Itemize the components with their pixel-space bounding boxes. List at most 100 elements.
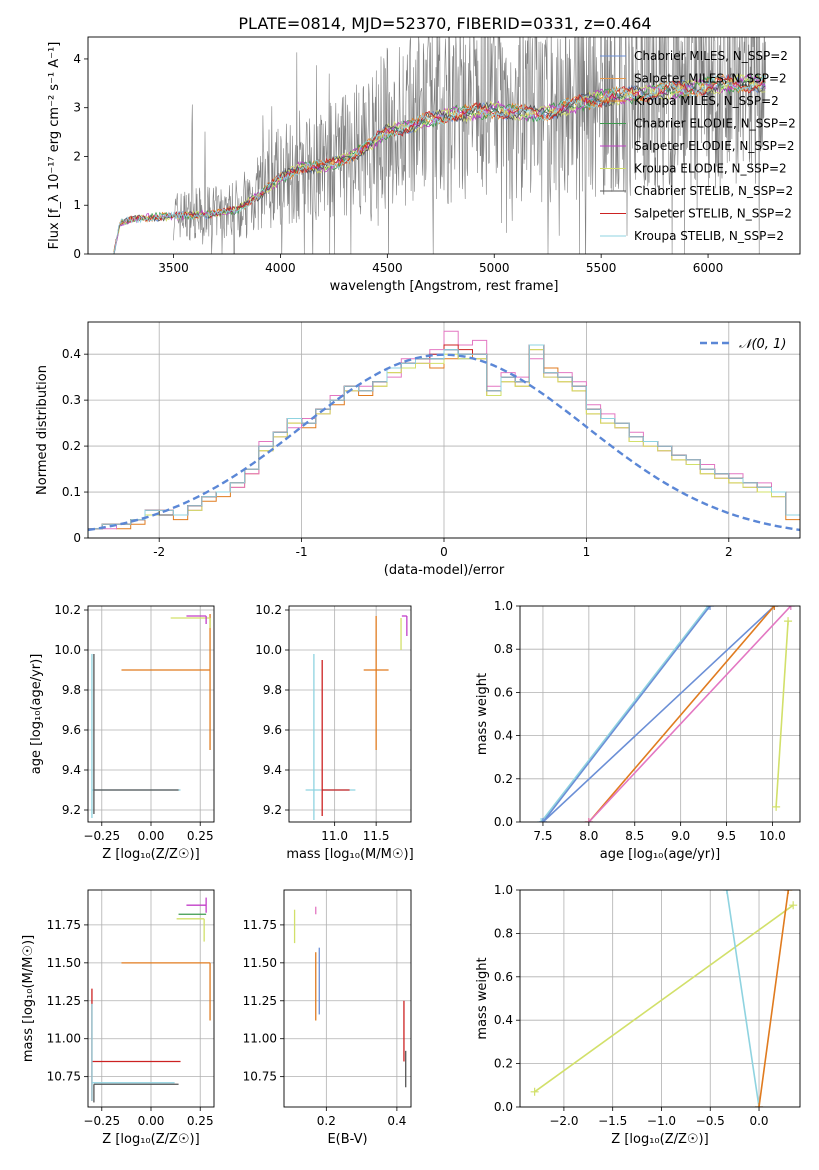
weight-marker — [786, 606, 795, 610]
x-tick-label: 5000 — [479, 261, 510, 275]
y-tick-label: 0.0 — [494, 815, 513, 829]
x-tick-label: 2 — [725, 545, 733, 559]
plot-area — [537, 606, 795, 822]
y-tick-label: 0.4 — [62, 347, 81, 361]
y-tick-label: 0.0 — [494, 1100, 513, 1114]
x-tick-label: 4000 — [265, 261, 296, 275]
weight-line — [540, 606, 709, 822]
x-tick-label: -1 — [296, 545, 308, 559]
weight-vs-metallicity-panel: −2.0 −1.5 −1.0 −0.5 0.0 0.0 0.2 0.4 0.6 0.8 1.0 Z [… — [475, 883, 801, 1147]
axes-frame — [87, 321, 801, 539]
y-tick-label: 11.50 — [47, 956, 81, 970]
y-tick-label: 10.2 — [54, 603, 81, 617]
weight-marker — [722, 890, 731, 894]
y-tick-label: 0.8 — [494, 926, 513, 940]
y-tick-label: 10.75 — [243, 1070, 277, 1084]
x-axis-label: (data-model)/error — [384, 563, 505, 578]
x-axis-label: age [log₁₀(age/yr)] — [600, 847, 721, 862]
y-tick-label: 11.00 — [47, 1032, 81, 1046]
x-tick-label: 1 — [583, 545, 591, 559]
weight-line — [726, 890, 760, 1107]
weight-marker — [538, 818, 547, 822]
legend-label: Chabrier ELODIE, N_SSP=2 — [634, 117, 796, 131]
mass-vs-metallicity-panel: −0.25 0.00 0.25 10.75 11.00 11.25 11.50 11.75 Z … — [21, 889, 215, 1147]
y-tick-label: 10.0 — [54, 643, 81, 657]
y-tick-label: 11.00 — [243, 1032, 277, 1046]
y-tick-label: 1.0 — [494, 599, 513, 613]
axes-frame — [87, 36, 801, 255]
x-axis-label: Z [log₁₀(Z/Z☉)] — [102, 1132, 199, 1147]
x-axis-label: E(B-V) — [327, 1132, 367, 1147]
legend-label: Salpeter MILES, N_SSP=2 — [634, 72, 787, 86]
y-tick-label: 9.4 — [263, 763, 282, 777]
x-axis-label: Z [log₁₀(Z/Z☉)] — [611, 1132, 708, 1147]
x-tick-label: −2.0 — [549, 1114, 578, 1128]
y-tick-label: 9.6 — [263, 723, 282, 737]
weight-marker — [789, 901, 798, 910]
plot-area — [91, 614, 211, 818]
legend-label: Kroupa ELODIE, N_SSP=2 — [634, 162, 787, 176]
x-tick-label: 0.25 — [187, 1114, 214, 1128]
axes-frame — [283, 889, 412, 1108]
weight-marker — [784, 890, 793, 894]
y-tick-label: 0.3 — [62, 393, 81, 407]
mass-vs-extinction-panel: 0.2 0.4 10.75 11.00 11.25 11.50 11.75 E(B-V) — [243, 889, 412, 1147]
model-spectrum-line — [113, 74, 766, 252]
x-tick-label: 0.25 — [187, 829, 214, 843]
x-tick-label: −0.25 — [83, 829, 120, 843]
x-tick-label: 9.0 — [671, 829, 690, 843]
y-tick-label: 0.8 — [494, 642, 513, 656]
y-axis-label: age [log₁₀(age/yr)] — [29, 654, 44, 775]
axes-frame — [87, 605, 215, 823]
age-vs-metallicity-panel: −0.25 0.00 0.25 9.2 9.4 9.6 9.8 10.0 10.2 Z [log₁… — [29, 603, 215, 862]
weight-line — [758, 890, 790, 1107]
y-axis-label: Flux [f_λ 10⁻¹⁷ erg cm⁻² s⁻¹ A⁻¹] — [47, 42, 62, 250]
y-tick-label: 4 — [73, 52, 81, 66]
y-tick-label: 0.6 — [494, 685, 513, 699]
age-vs-mass-panel: 11.0 11.5 9.2 9.4 9.6 9.8 10.0 10.2 mass [log₁₀(… — [255, 603, 413, 862]
y-tick-label: 9.2 — [62, 803, 81, 817]
y-tick-label: 0.2 — [494, 1057, 513, 1071]
x-tick-label: 11.0 — [321, 829, 348, 843]
normal-curve — [88, 353, 800, 532]
y-tick-label: 0.2 — [494, 772, 513, 786]
axes-frame — [519, 605, 801, 823]
y-axis-label: Normed distribution — [35, 365, 50, 495]
y-tick-label: 9.8 — [62, 683, 81, 697]
y-tick-label: 0 — [73, 531, 81, 545]
weight-vs-age-panel: 7.5 8.0 8.5 9.0 9.5 10.0 0.0 0.2 0.4 0.6 0.8 1.0 age… — [475, 599, 801, 862]
x-tick-label: 4500 — [372, 261, 403, 275]
x-tick-label: 8.0 — [579, 829, 598, 843]
x-tick-label: −0.5 — [696, 1114, 725, 1128]
weight-line — [534, 904, 794, 1093]
y-tick-label: 0.4 — [494, 729, 513, 743]
plot-area — [293, 906, 407, 1088]
y-tick-label: 1.0 — [494, 883, 513, 897]
histogram-step — [88, 344, 800, 538]
weight-marker — [770, 606, 779, 610]
x-tick-label: 0.4 — [387, 1114, 406, 1128]
axes-frame — [519, 889, 801, 1108]
x-tick-label: 5500 — [586, 261, 617, 275]
x-tick-label: −1.5 — [598, 1114, 627, 1128]
y-tick-label: 11.75 — [47, 918, 81, 932]
plot-area — [530, 890, 798, 1107]
weight-line — [542, 606, 711, 822]
axes-frame — [87, 889, 215, 1108]
plot-area — [88, 330, 800, 538]
y-tick-label: 11.75 — [243, 918, 277, 932]
x-tick-label: 9.5 — [717, 829, 736, 843]
x-tick-label: 0.00 — [138, 1114, 165, 1128]
y-tick-label: 0.4 — [494, 1013, 513, 1027]
y-tick-label: 2 — [73, 149, 81, 163]
plot-area — [113, 37, 766, 254]
y-tick-label: 0.6 — [494, 970, 513, 984]
weight-marker — [530, 1087, 539, 1096]
x-axis-label: mass [log₁₀(M/M☉)] — [286, 847, 413, 862]
weight-marker — [772, 802, 781, 811]
model-spectrum-line — [113, 74, 766, 254]
weight-line — [775, 621, 789, 807]
x-tick-label: 0 — [440, 545, 448, 559]
weight-marker — [584, 818, 593, 822]
